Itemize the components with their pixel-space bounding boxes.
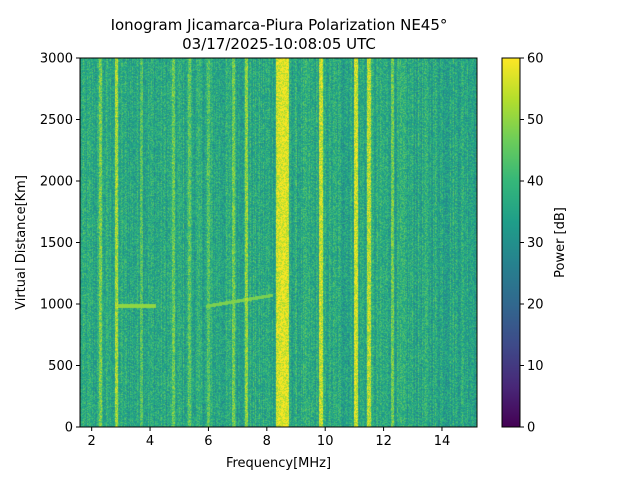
x-tick-label: 10	[317, 434, 334, 449]
chart-title: Ionogram Jicamarca-Piura Polarization NE…	[110, 16, 448, 34]
colorbar-tick-label: 0	[527, 421, 535, 436]
y-tick-label: 2500	[40, 113, 73, 128]
heatmap-image	[80, 58, 477, 427]
y-tick-label: 500	[48, 359, 73, 374]
y-tick-label: 1500	[40, 236, 73, 251]
colorbar-tick-label: 10	[527, 359, 544, 374]
colorbar-tick-label: 30	[527, 236, 544, 251]
colorbar-tick-label: 40	[527, 175, 544, 190]
y-tick-label: 0	[65, 421, 73, 436]
x-tick-label: 8	[263, 434, 271, 449]
x-tick-label: 2	[88, 434, 96, 449]
colorbar-tick-label: 60	[527, 52, 544, 67]
x-tick-label: 14	[434, 434, 451, 449]
x-axis-label: Frequency[MHz]	[226, 456, 331, 471]
x-tick-label: 12	[375, 434, 392, 449]
y-tick-label: 2000	[40, 175, 73, 190]
y-tick-label: 3000	[40, 52, 73, 67]
chart-subtitle: 03/17/2025-10:08:05 UTC	[182, 35, 376, 53]
colorbar	[501, 57, 521, 428]
colorbar-tick-label: 20	[527, 298, 544, 313]
x-tick-label: 4	[146, 434, 154, 449]
y-tick-label: 1000	[40, 298, 73, 313]
x-tick-label: 6	[204, 434, 212, 449]
colorbar-label: Power [dB]	[553, 207, 568, 278]
y-axis-label: Virtual Distance[Km]	[14, 175, 29, 310]
colorbar-tick-label: 50	[527, 113, 544, 128]
